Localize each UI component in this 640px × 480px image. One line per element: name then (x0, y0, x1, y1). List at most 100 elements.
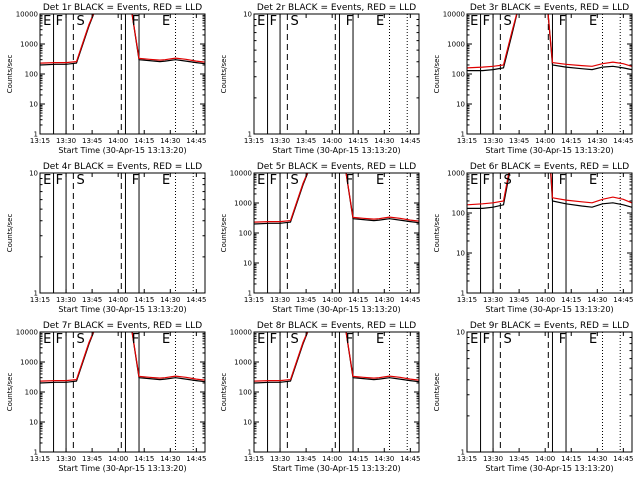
x-tick-label: 14:00 (322, 137, 342, 145)
x-tick-label: 14:30 (587, 296, 607, 304)
plot-frame (253, 172, 420, 294)
region-label: S (290, 14, 298, 29)
series-events-line (467, 14, 632, 72)
x-tick-label: 14:15 (134, 455, 154, 463)
y-tick-label: 100 (239, 389, 252, 397)
x-tick-label: 14:15 (348, 455, 368, 463)
x-tick-label: 14:45 (400, 296, 420, 304)
x-axis-label: Start Time (30-Apr-15 13:13:20) (58, 146, 186, 155)
region-label: F (132, 14, 139, 29)
panel-title: Det 9r BLACK = Events, RED = LLD (470, 321, 629, 331)
y-tick-label: 10 (29, 170, 38, 178)
y-tick-label: 1000 (234, 359, 252, 367)
plot-frame (466, 331, 633, 453)
x-tick-label: 14:30 (160, 296, 180, 304)
panel-title: Det 3r BLACK = Events, RED = LLD (470, 3, 629, 13)
y-tick-label: 1 (34, 290, 38, 298)
region-label: S (76, 14, 84, 29)
region-label: E (376, 14, 384, 29)
y-axis-label: Counts/sec (433, 373, 441, 412)
series-lld-line (40, 14, 205, 64)
x-tick-label: 14:45 (186, 455, 206, 463)
x-tick-label: 14:00 (108, 137, 128, 145)
series-lld-line (40, 332, 205, 382)
x-tick-label: 14:45 (186, 296, 206, 304)
x-tick-label: 14:00 (322, 455, 342, 463)
x-tick-label: 14:15 (561, 137, 581, 145)
x-axis-label: Start Time (30-Apr-15 13:13:20) (272, 464, 400, 473)
x-tick-label: 14:00 (322, 296, 342, 304)
x-tick-label: 13:30 (56, 137, 76, 145)
y-tick-label: 10 (243, 260, 252, 268)
x-tick-label: 13:30 (483, 455, 503, 463)
region-label: E (257, 14, 265, 29)
y-tick-label: 10 (243, 419, 252, 427)
plot-area (467, 14, 632, 134)
region-label: F (132, 332, 139, 347)
x-tick-label: 13:30 (56, 455, 76, 463)
region-label: E (43, 332, 51, 347)
plot-area (467, 173, 632, 293)
plot-area (254, 332, 419, 452)
y-tick-label: 10000 (16, 329, 38, 337)
region-label: F (346, 332, 353, 347)
region-label: S (503, 332, 511, 347)
x-tick-label: 13:45 (82, 296, 102, 304)
y-tick-label: 10000 (230, 329, 252, 337)
x-tick-label: 13:30 (483, 296, 503, 304)
y-tick-label: 1 (34, 449, 38, 457)
y-tick-label: 1000 (447, 41, 465, 49)
x-tick-label: 13:15 (30, 296, 50, 304)
x-tick-label: 13:45 (296, 296, 316, 304)
x-tick-label: 14:00 (535, 455, 555, 463)
y-tick-label: 1 (461, 449, 465, 457)
x-tick-label: 13:45 (509, 137, 529, 145)
y-tick-label: 10 (456, 250, 465, 258)
x-tick-label: 14:15 (561, 455, 581, 463)
x-tick-label: 14:00 (108, 455, 128, 463)
series-lld-line (467, 173, 632, 206)
x-tick-label: 14:45 (613, 296, 633, 304)
x-tick-label: 13:45 (296, 455, 316, 463)
y-tick-label: 10 (456, 329, 465, 337)
region-label: S (76, 173, 84, 188)
region-label: E (257, 173, 265, 188)
x-axis-label: Start Time (30-Apr-15 13:13:20) (58, 305, 186, 314)
y-tick-label: 1 (461, 131, 465, 139)
x-tick-label: 14:15 (348, 137, 368, 145)
region-label: E (589, 14, 597, 29)
plot-frame (39, 172, 206, 294)
y-axis-label: Counts/sec (220, 214, 228, 253)
y-tick-label: 10 (456, 101, 465, 109)
x-tick-label: 13:45 (509, 296, 529, 304)
panel-title: Det 7r BLACK = Events, RED = LLD (43, 321, 202, 331)
y-axis-label: Counts/sec (6, 55, 14, 94)
y-tick-label: 100 (25, 71, 38, 79)
panel-title: Det 6r BLACK = Events, RED = LLD (470, 162, 629, 172)
x-tick-label: 13:30 (56, 296, 76, 304)
x-tick-label: 13:45 (509, 455, 529, 463)
region-label: F (483, 14, 490, 29)
y-tick-label: 10 (29, 419, 38, 427)
x-axis-label: Start Time (30-Apr-15 13:13:20) (485, 146, 613, 155)
series-events-line (467, 173, 632, 209)
x-tick-label: 13:15 (30, 137, 50, 145)
y-tick-label: 100 (452, 71, 465, 79)
x-tick-label: 13:15 (244, 296, 264, 304)
x-tick-label: 14:00 (108, 296, 128, 304)
plot-area (254, 173, 419, 293)
region-label: F (483, 173, 490, 188)
y-tick-label: 1000 (20, 41, 38, 49)
x-axis-label: Start Time (30-Apr-15 13:13:20) (485, 305, 613, 314)
x-tick-label: 14:30 (374, 455, 394, 463)
region-label: F (346, 14, 353, 29)
y-tick-label: 1000 (234, 200, 252, 208)
y-tick-label: 10000 (16, 11, 38, 19)
x-tick-label: 14:00 (535, 137, 555, 145)
